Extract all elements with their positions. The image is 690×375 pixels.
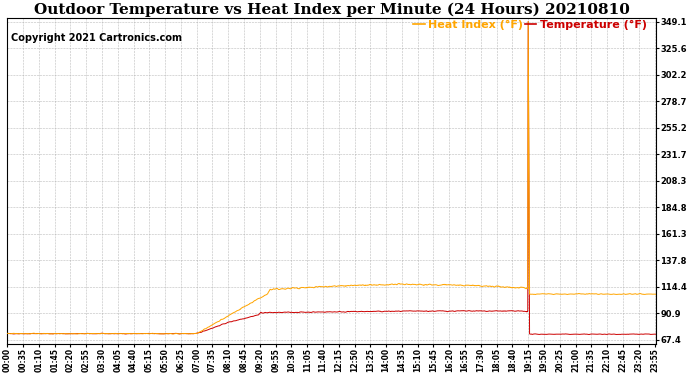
Legend: Heat Index (°F), Temperature (°F): Heat Index (°F), Temperature (°F)	[413, 20, 647, 30]
Text: Copyright 2021 Cartronics.com: Copyright 2021 Cartronics.com	[10, 33, 181, 43]
Title: Outdoor Temperature vs Heat Index per Minute (24 Hours) 20210810: Outdoor Temperature vs Heat Index per Mi…	[34, 3, 630, 17]
